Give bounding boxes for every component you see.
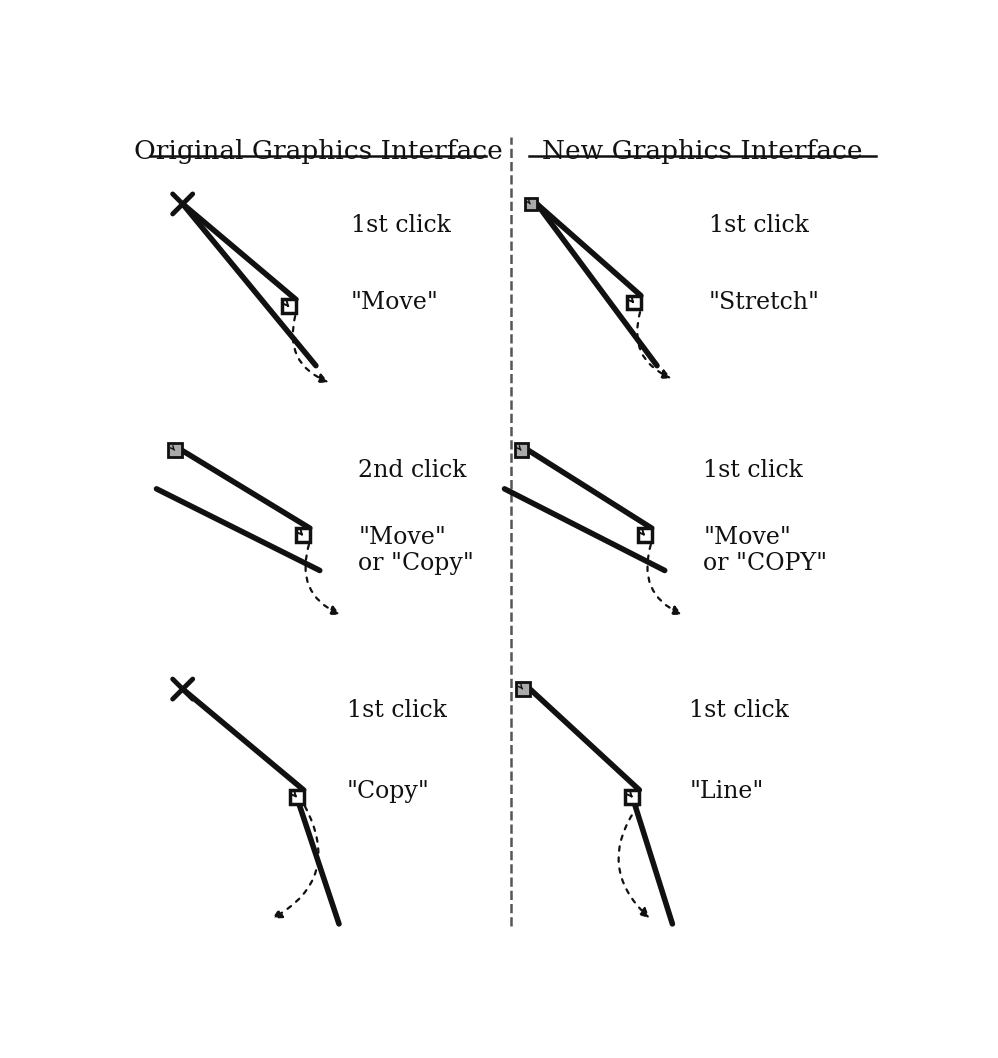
- Text: New Graphics Interface: New Graphics Interface: [542, 139, 862, 164]
- Bar: [289, 790, 303, 804]
- Text: "Copy": "Copy": [346, 780, 429, 803]
- Text: "Move"
or "Copy": "Move" or "Copy": [358, 526, 474, 576]
- Bar: [168, 443, 182, 457]
- Text: 1st click: 1st click: [346, 699, 446, 723]
- Bar: [627, 295, 641, 309]
- Text: 2nd click: 2nd click: [358, 459, 467, 481]
- Text: "Move": "Move": [350, 291, 438, 314]
- Text: 1st click: 1st click: [350, 214, 450, 237]
- Bar: [525, 198, 537, 211]
- Text: Original Graphics Interface: Original Graphics Interface: [134, 139, 503, 164]
- Bar: [282, 299, 295, 313]
- Text: "Stretch": "Stretch": [709, 291, 819, 314]
- Text: "Line": "Line": [690, 780, 763, 803]
- Bar: [638, 528, 652, 542]
- Bar: [516, 682, 530, 696]
- Text: "Move"
or "COPY": "Move" or "COPY": [704, 526, 827, 576]
- Text: 1st click: 1st click: [690, 699, 789, 723]
- Text: 1st click: 1st click: [704, 459, 803, 481]
- Text: 1st click: 1st click: [709, 214, 808, 237]
- Bar: [295, 528, 309, 542]
- Bar: [626, 790, 640, 804]
- Bar: [515, 443, 528, 457]
